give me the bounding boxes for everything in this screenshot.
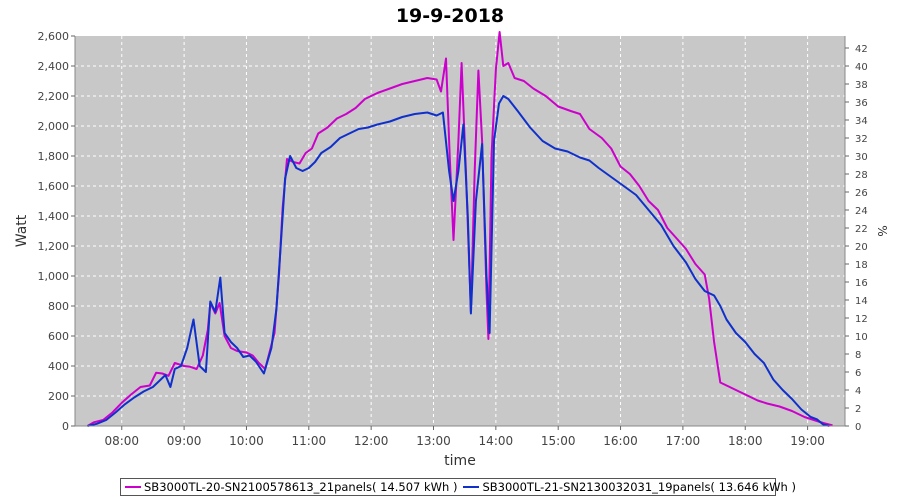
x-tick-label: 14:00 — [479, 434, 514, 448]
series-line-2 — [87, 95, 830, 427]
x-tick-label: 09:00 — [167, 434, 202, 448]
y-tick-label: 2,600 — [38, 30, 70, 43]
y-tick-label: 1,200 — [38, 240, 70, 253]
x-tick-label: 16:00 — [603, 434, 638, 448]
legend-item-series-1: SB3000TL-20-SN2100578613_21panels( 14.50… — [125, 480, 457, 494]
y2-tick-label: 28 — [855, 170, 868, 181]
y2-tick-label: 32 — [855, 134, 868, 145]
y2-tick-label: 26 — [855, 188, 868, 199]
y2-tick-label: 18 — [855, 260, 868, 271]
y2-tick-label: 14 — [855, 296, 868, 307]
y2-tick-label: 4 — [855, 386, 861, 397]
y2-tick-label: 34 — [855, 116, 868, 127]
legend: SB3000TL-20-SN2100578613_21panels( 14.50… — [120, 478, 796, 496]
y2-axis-label: % — [875, 225, 889, 236]
legend-swatch-series-1 — [125, 486, 141, 488]
y2-tick-label: 6 — [855, 368, 861, 379]
x-tick-label: 13:00 — [416, 434, 451, 448]
legend-label-series-2: SB3000TL-21-SN2130032031_19panels( 13.64… — [482, 480, 796, 494]
legend-label-series-1: SB3000TL-20-SN2100578613_21panels( 14.50… — [144, 480, 458, 494]
y-tick-label: 600 — [48, 330, 69, 343]
y-tick-label: 1,600 — [38, 180, 70, 193]
y-tick-label: 200 — [48, 390, 69, 403]
y2-tick-label: 36 — [855, 98, 868, 109]
y-tick-label: 0 — [62, 420, 69, 433]
y2-tick-label: 42 — [855, 44, 868, 55]
y-tick-label: 1,800 — [38, 150, 70, 163]
y-tick-label: 2,200 — [38, 90, 70, 103]
y2-tick-label: 16 — [855, 278, 868, 289]
x-tick-label: 10:00 — [229, 434, 264, 448]
x-tick-label: 18:00 — [728, 434, 763, 448]
x-tick-label: 17:00 — [666, 434, 701, 448]
x-tick-label: 12:00 — [354, 434, 389, 448]
chart-title: 19-9-2018 — [396, 5, 504, 27]
x-tick-label: 15:00 — [541, 434, 576, 448]
y-tick-label: 1,400 — [38, 210, 70, 223]
y2-tick-label: 10 — [855, 332, 868, 343]
x-axis-label: time — [444, 453, 476, 469]
y2-tick-label: 30 — [855, 152, 868, 163]
y-tick-labels: 0 200 400 600 800 1,000 1,200 1,400 1,600 1,800 2,… — [38, 30, 75, 433]
y2-tick-label: 24 — [855, 206, 868, 217]
y2-tick-label: 22 — [855, 224, 868, 235]
x-tick-labels: 08:00 09:00 10:00 11:00 12:00 13:00 14:00 15:00… — [104, 426, 825, 448]
x-tick-label: 19:00 — [790, 434, 825, 448]
x-tick-label: 08:00 — [104, 434, 139, 448]
y2-tick-label: 2 — [855, 404, 861, 415]
y-tick-label: 1,000 — [38, 270, 70, 283]
y-axis-label: Watt — [14, 214, 30, 247]
y2-tick-label: 12 — [855, 314, 868, 325]
y2-tick-label: 40 — [855, 62, 868, 73]
y2-tick-label: 20 — [855, 242, 868, 253]
y2-tick-label: 0 — [855, 422, 861, 433]
y2-tick-label: 38 — [855, 80, 868, 91]
y-tick-label: 2,000 — [38, 120, 70, 133]
series-group — [86, 31, 833, 427]
legend-swatch-series-2 — [463, 486, 480, 488]
y-tick-label: 400 — [48, 360, 69, 373]
x-tick-label: 11:00 — [292, 434, 327, 448]
y-tick-label: 2,400 — [38, 60, 70, 73]
y2-tick-label: 8 — [855, 350, 861, 361]
y-tick-label: 800 — [48, 300, 69, 313]
legend-item-series-2: SB3000TL-21-SN2130032031_19panels( 13.64… — [463, 480, 796, 494]
